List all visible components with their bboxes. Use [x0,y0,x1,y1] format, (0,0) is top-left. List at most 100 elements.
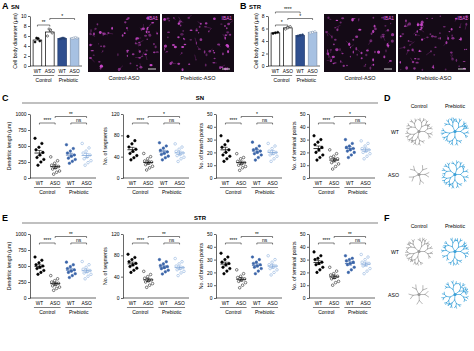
micrograph-cell [126,51,128,53]
data-point [271,147,274,150]
tracing-branch [447,252,449,255]
group-underline [313,187,340,188]
tracing-branch [459,162,461,164]
tracing-branch [425,243,428,245]
panel-label: C [2,93,9,103]
tracing-branch [455,137,457,140]
row-label: ASO [388,172,399,178]
y-tick-label: 10 [300,282,306,288]
tracing-branch [425,125,428,126]
tracing-branch [463,166,465,168]
tracing-branch [413,244,415,248]
tracing-branch [455,300,457,304]
y-axis-line [309,115,310,179]
error-bar [272,264,273,268]
x-tick-label: ASO [283,69,293,74]
y-axis-line [30,17,31,67]
data-point [258,258,261,261]
micrograph-cell [127,55,128,57]
micrograph-cell [365,54,367,56]
micrograph-process [455,19,456,22]
tracing-branch [457,260,458,263]
data-point [161,159,164,162]
micrograph-process [413,50,415,53]
micrograph-cell [198,32,199,34]
group-underline [34,307,61,308]
group-underline [296,75,317,76]
tracing-branch [407,136,409,138]
tracing-branch [444,170,447,171]
data-point [353,151,356,154]
tracing-branch [459,283,460,285]
micrograph-cell [374,25,376,28]
x-tick-label: ASO [236,181,246,186]
micrograph-process [108,33,113,35]
error-cap [363,262,367,263]
tracing-branch [420,140,423,141]
y-axis: 01020304050 [300,231,310,301]
data-point [334,165,337,168]
x-tick-label: ASO [308,69,318,74]
error-cap [270,264,274,265]
tracing-branch [460,261,461,263]
micrograph-caption: Control-ASO [344,75,376,81]
data-point [226,158,229,161]
data-point [237,280,240,283]
micrograph-cell [327,16,329,19]
tracing-branch [462,126,465,128]
tracing-branch [464,133,466,135]
data-point [242,156,245,159]
data-point [81,260,84,263]
tracing-branch [423,118,424,120]
y-axis: 01020304050 [300,111,310,181]
significance-label: ns [169,117,175,123]
data-point [144,163,147,166]
tracing-branch [455,304,457,307]
x-tick-label: ASO [268,181,278,186]
bar [271,33,280,66]
micrograph-cell [329,19,331,20]
micrograph-cell [177,63,180,65]
micrograph-process [356,49,360,52]
micrograph-process [148,25,151,28]
tracing-branch [453,186,454,188]
micrograph-process [195,38,196,43]
data-point [270,274,273,277]
scale-bar [384,69,392,70]
y-tick-label: 4 [262,38,265,44]
tracing-branch [423,168,427,169]
data-point [267,254,270,257]
tracing-branch [448,120,449,122]
y-tick-mark [28,178,30,179]
data-point [167,269,170,272]
tracing-branch [457,239,458,241]
error-cap [255,266,259,267]
significance-bracket [39,243,55,245]
data-point [236,276,239,279]
micrograph-process [198,22,201,24]
scale-bar [148,69,156,70]
micrograph-cell [138,44,141,45]
y-tick-label: 30 [300,257,306,263]
tracing-branch [453,283,454,286]
tracing-branch [451,281,453,282]
micrograph-cell [174,46,177,49]
data-point [180,158,183,161]
significance-label: * [349,111,351,117]
significance-label: ns [169,237,175,243]
group-label: Control [36,77,52,83]
y-tick-mark [307,140,309,141]
micrograph-cell [177,36,179,38]
y-tick: 10 [21,13,30,19]
data-point [322,154,325,157]
micrograph-process [420,29,424,32]
error-bar [179,266,180,269]
tracing-branch [464,248,467,249]
y-tick-label: 0 [117,295,120,301]
y-tick-mark [121,157,123,158]
data-point [165,145,168,148]
tracing-branch [454,164,456,166]
data-point [329,274,332,277]
marks [313,251,372,287]
tracing-branch [445,302,447,303]
